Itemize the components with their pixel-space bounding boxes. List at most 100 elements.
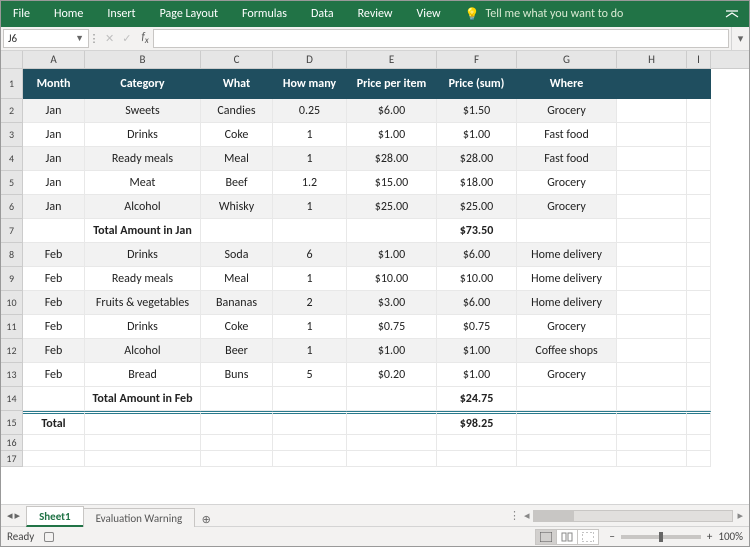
cell[interactable] xyxy=(517,411,617,435)
row-header-9[interactable]: 9 xyxy=(1,267,22,291)
cell[interactable] xyxy=(23,435,85,451)
column-header-G[interactable]: G xyxy=(517,51,617,68)
cell[interactable] xyxy=(85,451,201,467)
hscroll-right-icon[interactable]: ▸ xyxy=(737,509,743,522)
cell[interactable]: Ready meals xyxy=(85,267,201,291)
zoom-slider[interactable] xyxy=(621,535,701,539)
cell[interactable] xyxy=(617,339,687,363)
cell[interactable]: $10.00 xyxy=(347,267,437,291)
cell[interactable] xyxy=(617,195,687,219)
column-header-B[interactable]: B xyxy=(85,51,201,68)
cell[interactable] xyxy=(201,451,273,467)
cell[interactable] xyxy=(687,147,711,171)
cell[interactable] xyxy=(687,69,711,99)
cell[interactable] xyxy=(617,435,687,451)
cell[interactable]: $1.00 xyxy=(347,243,437,267)
cell[interactable]: $1.00 xyxy=(437,339,517,363)
row-header-12[interactable]: 12 xyxy=(1,339,22,363)
row-header-11[interactable]: 11 xyxy=(1,315,22,339)
cell[interactable] xyxy=(687,411,711,435)
cell[interactable] xyxy=(687,99,711,123)
column-header-D[interactable]: D xyxy=(273,51,347,68)
column-header-I[interactable]: I xyxy=(687,51,711,68)
cell[interactable] xyxy=(687,363,711,387)
cell[interactable] xyxy=(517,435,617,451)
cell[interactable]: 1.2 xyxy=(273,171,347,195)
cell[interactable]: $6.00 xyxy=(437,243,517,267)
cell[interactable] xyxy=(617,291,687,315)
cell[interactable]: Grocery xyxy=(517,171,617,195)
horizontal-scrollbar[interactable] xyxy=(533,510,733,522)
cell[interactable]: Fast food xyxy=(517,123,617,147)
sheet-nav-next-icon[interactable]: ▸ xyxy=(15,509,21,522)
cell[interactable] xyxy=(687,123,711,147)
cell[interactable] xyxy=(273,435,347,451)
cell[interactable]: $28.00 xyxy=(437,147,517,171)
column-header-C[interactable]: C xyxy=(201,51,273,68)
cell[interactable]: Sweets xyxy=(85,99,201,123)
ribbon-tab-file[interactable]: File xyxy=(1,1,42,27)
cell[interactable] xyxy=(687,339,711,363)
ribbon-tab-view[interactable]: View xyxy=(405,1,453,27)
row-header-8[interactable]: 8 xyxy=(1,243,22,267)
macro-record-icon[interactable] xyxy=(44,532,54,542)
cell[interactable] xyxy=(617,69,687,99)
cell[interactable] xyxy=(517,451,617,467)
cell[interactable]: $98.25 xyxy=(437,411,517,435)
cell[interactable]: $1.50 xyxy=(437,99,517,123)
name-box[interactable]: J6 ▼ xyxy=(3,29,89,48)
cell[interactable] xyxy=(617,243,687,267)
cell[interactable]: Grocery xyxy=(517,99,617,123)
cell[interactable]: Buns xyxy=(201,363,273,387)
cell[interactable]: $1.00 xyxy=(347,123,437,147)
cell[interactable]: Bread xyxy=(85,363,201,387)
cell[interactable] xyxy=(617,147,687,171)
cell[interactable] xyxy=(617,315,687,339)
cell[interactable]: Total xyxy=(23,411,85,435)
cell[interactable] xyxy=(687,451,711,467)
cell[interactable] xyxy=(437,435,517,451)
cell[interactable] xyxy=(201,435,273,451)
cell[interactable] xyxy=(617,387,687,411)
cell[interactable]: $0.75 xyxy=(437,315,517,339)
cell[interactable]: Jan xyxy=(23,147,85,171)
cell[interactable]: $0.20 xyxy=(347,363,437,387)
cell[interactable]: Feb xyxy=(23,291,85,315)
cell[interactable]: Candies xyxy=(201,99,273,123)
cell[interactable]: Grocery xyxy=(517,195,617,219)
cell[interactable] xyxy=(201,387,273,411)
cell[interactable]: Meat xyxy=(85,171,201,195)
cell[interactable]: How many xyxy=(273,69,347,99)
row-header-4[interactable]: 4 xyxy=(1,147,22,171)
cell[interactable]: 1 xyxy=(273,147,347,171)
row-header-13[interactable]: 13 xyxy=(1,363,22,387)
cell[interactable]: $6.00 xyxy=(437,291,517,315)
cell[interactable] xyxy=(687,267,711,291)
cell[interactable] xyxy=(347,387,437,411)
cell[interactable]: $24.75 xyxy=(437,387,517,411)
cell[interactable] xyxy=(437,451,517,467)
cell[interactable]: 1 xyxy=(273,267,347,291)
cell[interactable]: 2 xyxy=(273,291,347,315)
view-page-break-button[interactable] xyxy=(577,529,599,545)
view-page-layout-button[interactable] xyxy=(556,529,578,545)
cell[interactable]: Total Amount in Feb xyxy=(85,387,201,411)
cells-area[interactable]: MonthCategoryWhatHow manyPrice per itemP… xyxy=(23,69,749,504)
ribbon-tab-data[interactable]: Data xyxy=(299,1,346,27)
cell[interactable]: Drinks xyxy=(85,123,201,147)
zoom-out-button[interactable]: − xyxy=(609,530,614,543)
row-header-14[interactable]: 14 xyxy=(1,387,22,411)
row-header-5[interactable]: 5 xyxy=(1,171,22,195)
cell[interactable] xyxy=(687,315,711,339)
scrollbar-thumb[interactable] xyxy=(534,511,574,521)
hscroll-left-icon[interactable]: ◂ xyxy=(524,509,530,522)
cell[interactable]: Coke xyxy=(201,123,273,147)
cell[interactable]: Jan xyxy=(23,171,85,195)
cell[interactable] xyxy=(617,99,687,123)
cell[interactable] xyxy=(23,451,85,467)
cell[interactable] xyxy=(617,267,687,291)
column-header-F[interactable]: F xyxy=(437,51,517,68)
cell[interactable]: What xyxy=(201,69,273,99)
cell[interactable] xyxy=(617,363,687,387)
zoom-thumb[interactable] xyxy=(659,532,663,542)
